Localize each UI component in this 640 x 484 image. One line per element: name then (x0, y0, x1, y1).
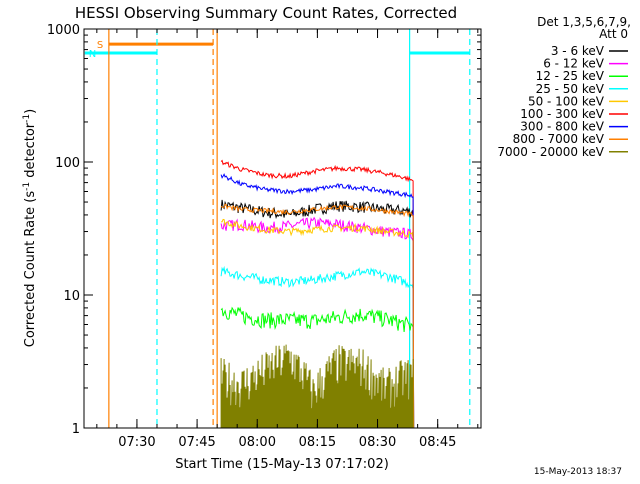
legend-label: 3 - 6 keV (551, 44, 605, 58)
x-axis-label: Start Time (15-May-13 07:17:02) (175, 457, 389, 472)
x-tick-label: 08:30 (359, 435, 396, 450)
legend-label: 800 - 7000 keV (513, 132, 605, 146)
legend-label: 50 - 100 keV (528, 94, 605, 108)
x-tick-label: 07:30 (118, 435, 155, 450)
y-axis-label: Corrected Count Rate (s-1 detector-1) (22, 109, 38, 347)
x-tick-label: 07:45 (178, 435, 215, 450)
legend-label: 7000 - 20000 keV (497, 145, 604, 159)
series-line-50-100-kev (221, 218, 415, 428)
plot-frame (83, 28, 482, 429)
plot-marks: SN (84, 29, 471, 428)
legend-header-detectors: Det 1,3,5,6,7,9, (537, 15, 631, 29)
legend-label: 100 - 300 keV (520, 107, 604, 121)
y-tick-label: 1 (72, 422, 80, 437)
y-tick-label: 1000 (47, 23, 80, 38)
series-line-25-50-kev (220, 265, 415, 428)
series-line-3-6-kev (220, 199, 415, 428)
series-line-7000-20000-kev (220, 344, 414, 428)
x-tick-label: 08:45 (419, 435, 456, 450)
timestamp: 15-May-2013 18:37 (534, 467, 622, 477)
x-tick-label: 08:00 (239, 435, 276, 450)
series-line-6-12-kev (220, 216, 415, 428)
series-line-12-25-kev (220, 306, 415, 428)
y-tick-label: 100 (55, 156, 80, 171)
y-axis: 1 10 100 1000 (47, 23, 481, 437)
legend-label: 6 - 12 keV (543, 57, 605, 71)
flag-label: S (97, 40, 103, 51)
y-tick-label: 10 (63, 289, 80, 304)
x-tick-label: 08:15 (299, 435, 336, 450)
chart-title: HESSI Observing Summary Count Rates, Cor… (75, 4, 457, 22)
flag-label: N (89, 49, 96, 60)
legend-label: 25 - 50 keV (536, 82, 605, 96)
legend-header-attenuator: Att 0 (599, 27, 628, 41)
series-line-300-800-kev (220, 173, 415, 428)
legend-label: 300 - 800 keV (520, 120, 604, 134)
series-line-800-7000-kev (220, 203, 415, 428)
series-line-100-300-kev (220, 159, 415, 428)
x-axis: 07:30 07:45 08:00 08:15 08:30 08:45 (96, 29, 479, 450)
legend-label: 12 - 25 keV (536, 69, 605, 83)
